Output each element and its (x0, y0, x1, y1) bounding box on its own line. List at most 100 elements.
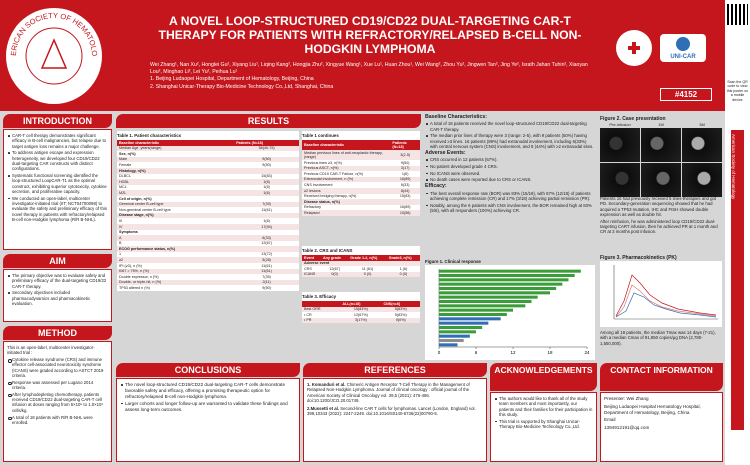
table-cell: CNS involvement (304, 182, 333, 187)
references-box: 1. Komanduri et al. Chimeric Antigen Rec… (303, 378, 487, 462)
table-cell: Median Age, years(range) (117, 145, 235, 152)
text-line: Presenter: Wei Zhang (604, 396, 649, 401)
header-cell: Any grade (320, 255, 349, 261)
bullet-item: No ICANS were observed. (425, 171, 595, 176)
section-title: AIM (3, 254, 112, 268)
bar (439, 286, 557, 291)
table-cell: 1(6) (401, 171, 409, 176)
table-cell: 2(11) (234, 279, 299, 286)
table: Baseline characteristic Patients (N=18) Me… (117, 140, 299, 291)
qr-note: Scan the QR code to view this poster on … (726, 80, 749, 102)
bullet-item: The authors would like to thank all of t… (494, 396, 593, 417)
table: Baseline characteristic Patients (N=18) Me… (302, 140, 420, 216)
table-row: 1 13(72) (117, 252, 299, 258)
text-line: 1. Beijing Ludaopei Hospital, Department… (150, 76, 314, 83)
table-row: MCL 1(6) (117, 185, 299, 191)
table-row: CNS involvement 6(33) (302, 182, 420, 188)
table-cell: 0(0) (320, 271, 349, 278)
table-cell: Median previous lines of anti-neoplastic… (302, 150, 391, 160)
logo-disc (6, 8, 102, 104)
bar (439, 273, 575, 278)
bullet-item: No patient developed grade 4 CRS. (425, 164, 595, 169)
table-row: III 1(6) (117, 218, 299, 224)
text-line: Email (604, 417, 616, 422)
header-cell: Grade 1-2, n(%) (348, 255, 387, 261)
poster-title: A NOVEL LOOP-STRUCTURED CD19/CD22 DUAL-T… (158, 14, 582, 56)
table-cell: • PR (302, 317, 341, 324)
conclusions-box: The novel loop-structured CD19/CD22 dual… (116, 378, 300, 462)
subheading: Adverse Events: (425, 149, 466, 156)
header-cell: Baseline characteristic (302, 140, 391, 150)
header-cell-blank (302, 301, 341, 307)
bullet-item: Response was assessed per Lugano 2014 cr… (7, 380, 108, 391)
table-cell: 15(83) (399, 194, 411, 199)
partner-logos: UNI-CAR (616, 30, 706, 66)
header-cell: ALL(n=18) (340, 301, 382, 307)
bullet-item: A total of 18 patients with R/R B-NHL we… (7, 415, 108, 426)
bar (439, 299, 532, 304)
table-cell: 11(61) (261, 263, 272, 268)
bullet-item: CAR-T cell therapy demonstrates signific… (7, 133, 108, 149)
pk-curve (615, 292, 717, 318)
bullet-item: The median prior lines of therapy were 3… (425, 133, 595, 149)
table-row: DLBCL 15(83) (117, 174, 299, 180)
reference-authors: 1. Komanduri et al. (307, 382, 346, 387)
header-cell: Event (302, 255, 321, 261)
table-row: HGBL 1(6) (117, 179, 299, 185)
aim-box: The primary objective was to evaluate sa… (3, 269, 112, 322)
table-row: • CR 12(67%) 5(83%) (302, 312, 420, 318)
table-cell: 5(28) (234, 257, 299, 264)
table-cell: 9(50) (262, 286, 271, 291)
table-cell: Previous ASCT, n(%) (302, 165, 391, 172)
x-tick-label: 6 (475, 350, 478, 355)
table-cell: IPI (≥3), n (%) (119, 263, 142, 268)
table-cell: 3(17%) (340, 317, 382, 324)
reference: 1. Komanduri et al. Chimeric Antigen Rec… (307, 382, 483, 403)
bullet-item: A total of 18 patients received the nove… (425, 121, 595, 132)
table-cell: Adverse event (302, 260, 420, 267)
pk-curve (615, 274, 717, 317)
table-cell: ≥2 (117, 257, 235, 264)
table-cell: Disease status, n(%) (302, 199, 420, 205)
scan-image (682, 163, 722, 197)
table-cell: 1(6) (263, 185, 270, 190)
table-cell: Previous CD19 CAR-T Failure, n(%) (304, 171, 364, 176)
bar (439, 269, 581, 273)
table-row: Symptoms (117, 230, 299, 236)
table-cell: 1 (119, 252, 122, 257)
table-cell: 5(83%) (394, 312, 407, 317)
reference: 2.Mussetti et al. Second-line CAR T cell… (307, 406, 483, 417)
table-row: Median Age, years(range) 56(40-75) (117, 145, 299, 152)
table-row: IV 17(94) (117, 223, 299, 230)
bullet-item: Notably, among the 6 patients with CNS i… (425, 203, 595, 214)
x-tick-label: 24 (584, 350, 590, 355)
pk-curve (615, 284, 717, 318)
table-row: Adverse event (302, 260, 420, 267)
table-cell: Sex, n(%) (119, 151, 136, 156)
table-row: Previous CD19 CAR-T Failure, n(%) 1(6) (302, 171, 420, 177)
table-row: CRS 12(67) 11 (61) 1 (6) (302, 266, 420, 272)
header-cell: CNS(n=6) (381, 301, 420, 307)
table-caption: Table 1 continues (302, 133, 339, 138)
bullet-item: We conducted an open-label, multicenter … (7, 196, 108, 222)
table-cell: IV (117, 223, 235, 230)
table-cell: 9(50) (400, 160, 410, 165)
table-row: MZL 1(6) (117, 190, 299, 196)
table-row: IPI (≥3), n (%) 11(61) (117, 263, 299, 269)
case-panel: Pre-infusion (600, 122, 640, 197)
table-2: Table 2. CRS and ICANS Event Any grade Grad… (302, 246, 420, 278)
scan-image (600, 128, 640, 162)
table-cell: A (117, 235, 235, 241)
table-caption: Table 2. CRS and ICANS (302, 248, 353, 253)
bar (439, 295, 538, 299)
header-row: ALL(n=18) CNS(n=6) (302, 301, 420, 307)
table-cell: 15(83) (261, 174, 272, 179)
table-row: Previous lines ≥3, n(%) 9(50) (302, 160, 420, 166)
table-cell: ECOG performance status, n(%) (117, 246, 299, 252)
table-row: ECOG performance status, n(%) (117, 246, 299, 252)
table-cell: III (119, 218, 123, 223)
table-row: B 12(67) (117, 241, 299, 247)
table-cell: MCL (119, 185, 127, 190)
header-row: Baseline characteristic Patients (N=18) (302, 140, 420, 150)
table-cell: 1(6) (234, 179, 299, 185)
